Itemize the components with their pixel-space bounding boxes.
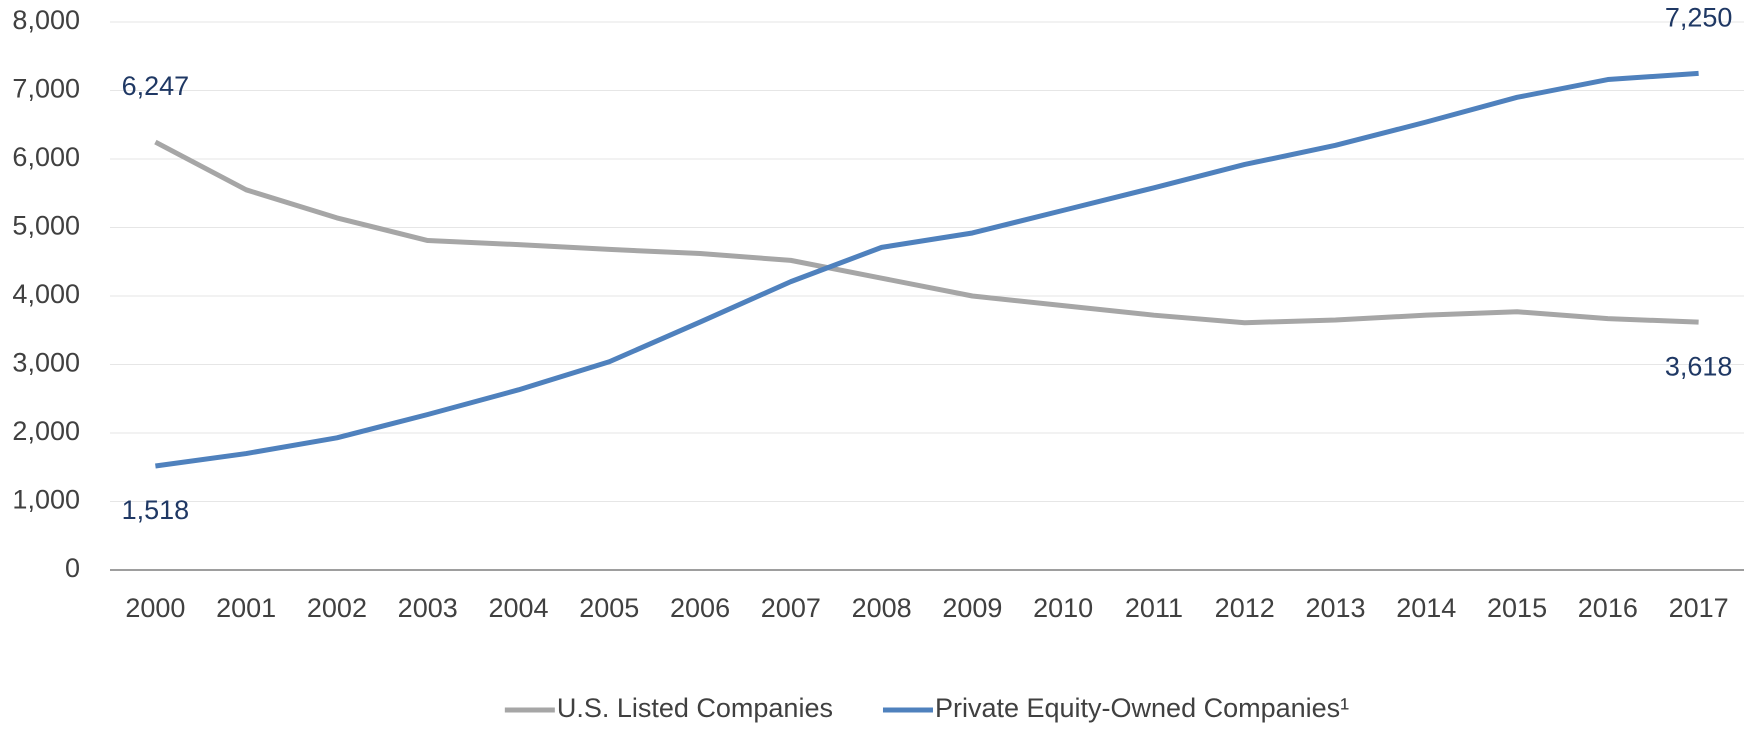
y-tick-label: 2,000 xyxy=(12,416,80,446)
x-tick-label: 2016 xyxy=(1578,593,1638,623)
x-tick-label: 2003 xyxy=(398,593,458,623)
x-tick-label: 2002 xyxy=(307,593,367,623)
x-tick-label: 2001 xyxy=(216,593,276,623)
y-tick-label: 1,000 xyxy=(12,485,80,515)
x-tick-label: 2004 xyxy=(488,593,548,623)
x-tick-label: 2014 xyxy=(1396,593,1456,623)
legend: U.S. Listed Companies Private Equity-Owne… xyxy=(504,693,1349,723)
x-tick-label: 2007 xyxy=(761,593,821,623)
y-tick-label: 0 xyxy=(65,553,80,583)
data-label: 7,250 xyxy=(1665,3,1733,33)
x-tick-label: 2005 xyxy=(579,593,639,623)
data-label: 6,247 xyxy=(122,71,190,101)
series-line xyxy=(155,70,1699,469)
y-tick-label: 8,000 xyxy=(12,5,80,35)
x-tick-label: 2008 xyxy=(852,593,912,623)
x-tick-label: 2011 xyxy=(1125,593,1183,623)
y-tick-label: 4,000 xyxy=(12,279,80,309)
y-tick-label: 7,000 xyxy=(12,74,80,104)
x-tick-label: 2013 xyxy=(1305,593,1365,623)
y-tick-label: 5,000 xyxy=(12,211,80,241)
y-tick-label: 6,000 xyxy=(12,142,80,172)
x-tick-label: 2017 xyxy=(1669,593,1729,623)
data-label: 3,618 xyxy=(1665,351,1733,381)
x-tick-label: 2012 xyxy=(1215,593,1275,623)
x-tick-label: 2010 xyxy=(1033,593,1093,623)
x-tick-label: 2006 xyxy=(670,593,730,623)
x-tick-label: 2015 xyxy=(1487,593,1547,623)
y-tick-label: 3,000 xyxy=(12,348,80,378)
legend-label: U.S. Listed Companies xyxy=(557,693,833,723)
data-label: 1,518 xyxy=(122,495,190,525)
legend-label: Private Equity-Owned Companies¹ xyxy=(935,693,1349,723)
x-tick-label: 2000 xyxy=(125,593,185,623)
x-tick-label: 2009 xyxy=(942,593,1002,623)
series-line xyxy=(154,139,1699,326)
